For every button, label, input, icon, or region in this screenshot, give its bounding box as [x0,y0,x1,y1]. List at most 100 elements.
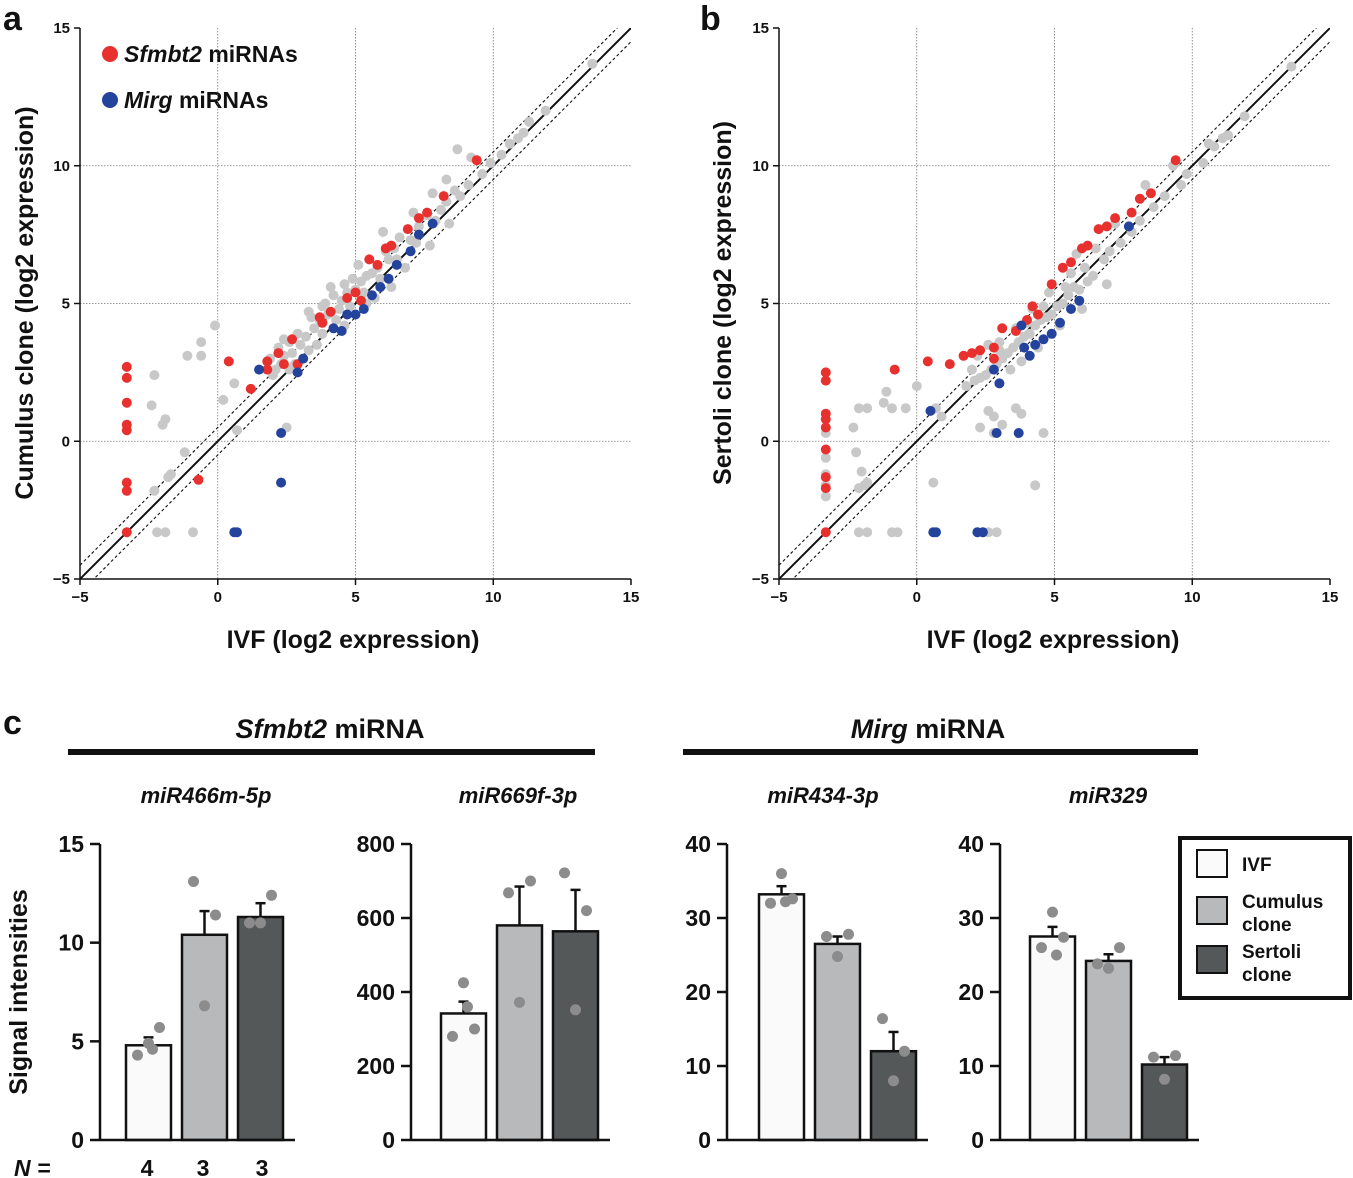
point-other-74 [1005,364,1016,375]
point-other-11 [182,350,193,361]
point-other-36 [1030,480,1041,491]
point-other-51 [309,323,320,334]
point-other-6 [851,447,862,458]
point-other-75 [496,149,507,160]
fold-line-1 [791,41,1330,579]
bar-title-mir669f-3p: miR669f-3p [459,783,578,808]
replicate-dot-sertoli-1 [1170,1050,1181,1062]
point-sfmbt2-mirnas-17 [997,323,1008,334]
point-other-30 [435,204,446,215]
y-tick-label-2: 5 [62,296,70,313]
y-tick-label-2: 5 [761,296,769,313]
point-other-21 [540,105,551,116]
bar-y-tick-label-2: 20 [958,979,984,1005]
point-other-6 [165,469,176,480]
point-other-15 [229,378,240,389]
replicate-dot-cumulus-2 [1092,958,1103,970]
point-sfmbt2-mirnas-4 [820,422,831,433]
point-mirg-mirnas-16 [405,246,416,257]
point-sfmbt2-mirnas-3 [820,414,831,425]
bar-y-axis-title: Signal intensities [5,889,33,1095]
point-other-35 [1038,428,1049,438]
point-sfmbt2-mirnas-10 [245,383,256,394]
point-sfmbt2-mirnas-1 [121,372,132,383]
replicate-dot-ivf-0 [132,1049,143,1061]
y-tick-label-4: 15 [752,20,769,37]
point-other-54 [295,339,306,350]
fold-line-1 [92,41,631,579]
point-sfmbt2-mirnas-30 [1126,207,1137,218]
point-sfmbt2-mirnas-18 [317,317,328,328]
y-tick-label-3: 10 [53,158,70,175]
group-title-sfmbt2-rest: miRNA [327,714,425,744]
bar-ivf [124,1044,173,1142]
point-other-32 [997,419,1008,430]
x-tick-label-4: 15 [623,589,640,606]
legend-swatch-mirg [102,92,118,108]
point-sfmbt2-mirnas-28 [1101,221,1112,232]
point-sfmbt2-mirnas-26 [386,240,397,251]
legend-label-sfmbt2-rest: miRNAs [202,41,298,67]
point-mirg-mirnas-13 [375,282,386,292]
point-other-20 [900,403,911,414]
point-other-34 [394,232,405,243]
replicate-dot-sertoli-1 [899,1045,910,1057]
point-other-0 [149,370,160,381]
bar-chart-mir669f-3p: miR669f-3p 0 200 400 600 800 [357,783,610,1153]
point-other-45 [1159,191,1170,202]
x-tick-label-1: 0 [214,589,222,606]
point-other-27 [463,180,474,190]
point-other-53 [300,331,311,342]
point-other-21 [911,381,922,392]
y-tick-label-0: −5 [53,571,70,588]
bar-y-tick-label-4: 40 [958,831,984,857]
point-other-58 [1052,301,1063,312]
y-axis-title-a: Cumulus clone (log2 expression) [11,106,39,499]
point-sfmbt2-mirnas-23 [364,254,375,265]
point-sfmbt2-mirnas-29 [422,207,433,218]
point-other-41 [356,276,366,287]
point-other-28 [975,422,986,433]
point-mirg-mirnas-2 [276,477,287,488]
point-sfmbt2-mirnas-20 [342,293,353,303]
replicate-dot-cumulus-1 [1114,942,1125,954]
fold-line-0 [779,28,1318,566]
point-other-80 [966,364,977,375]
point-sfmbt2-mirnas-13 [966,348,977,359]
group-bar-mirg [683,749,1198,755]
legend-label-cumulus-1: Cumulus [1242,892,1323,913]
point-sfmbt2-mirnas-21 [350,287,361,298]
bar-legend: IVF Cumulus clone Sertoli clone [1178,836,1352,1000]
fold-line-0 [80,28,619,566]
point-sfmbt2-mirnas-32 [1145,188,1156,199]
point-other-92 [427,188,438,199]
point-other-11 [853,527,864,538]
point-other-19 [887,403,897,414]
point-other-24 [928,477,939,488]
point-other-27 [991,527,1002,538]
point-other-26 [485,158,496,168]
point-other-68 [358,287,369,298]
point-sfmbt2-mirnas-14 [278,359,289,370]
point-mirg-mirnas-0 [925,405,936,416]
group-title-sfmbt2-italic: Sfmbt2 [235,714,327,744]
point-other-14 [892,527,903,538]
replicate-dot-sertoli-0 [570,1004,581,1016]
bar-legend-frame [1178,836,1352,1000]
point-other-40 [1217,133,1228,144]
point-other-42 [1198,158,1209,168]
point-sfmbt2-mirnas-6 [820,472,831,483]
point-other-16 [232,425,242,436]
point-sfmbt2-mirnas-31 [1134,193,1145,204]
point-other-17 [878,397,889,408]
bar-title-mir329: miR329 [1069,783,1148,808]
y-tick-label-4: 15 [53,20,70,37]
replicate-dot-ivf-3 [1051,949,1062,961]
point-sfmbt2-mirnas-20 [1027,301,1038,312]
point-sfmbt2-mirnas-28 [413,213,424,224]
legend-label-ivf: IVF [1242,855,1272,876]
bar-chart-mir329: miR329 0 10 20 30 40 [958,783,1199,1153]
replicate-dot-cumulus-0 [832,951,843,962]
y-tick-label-3: 10 [752,158,769,175]
